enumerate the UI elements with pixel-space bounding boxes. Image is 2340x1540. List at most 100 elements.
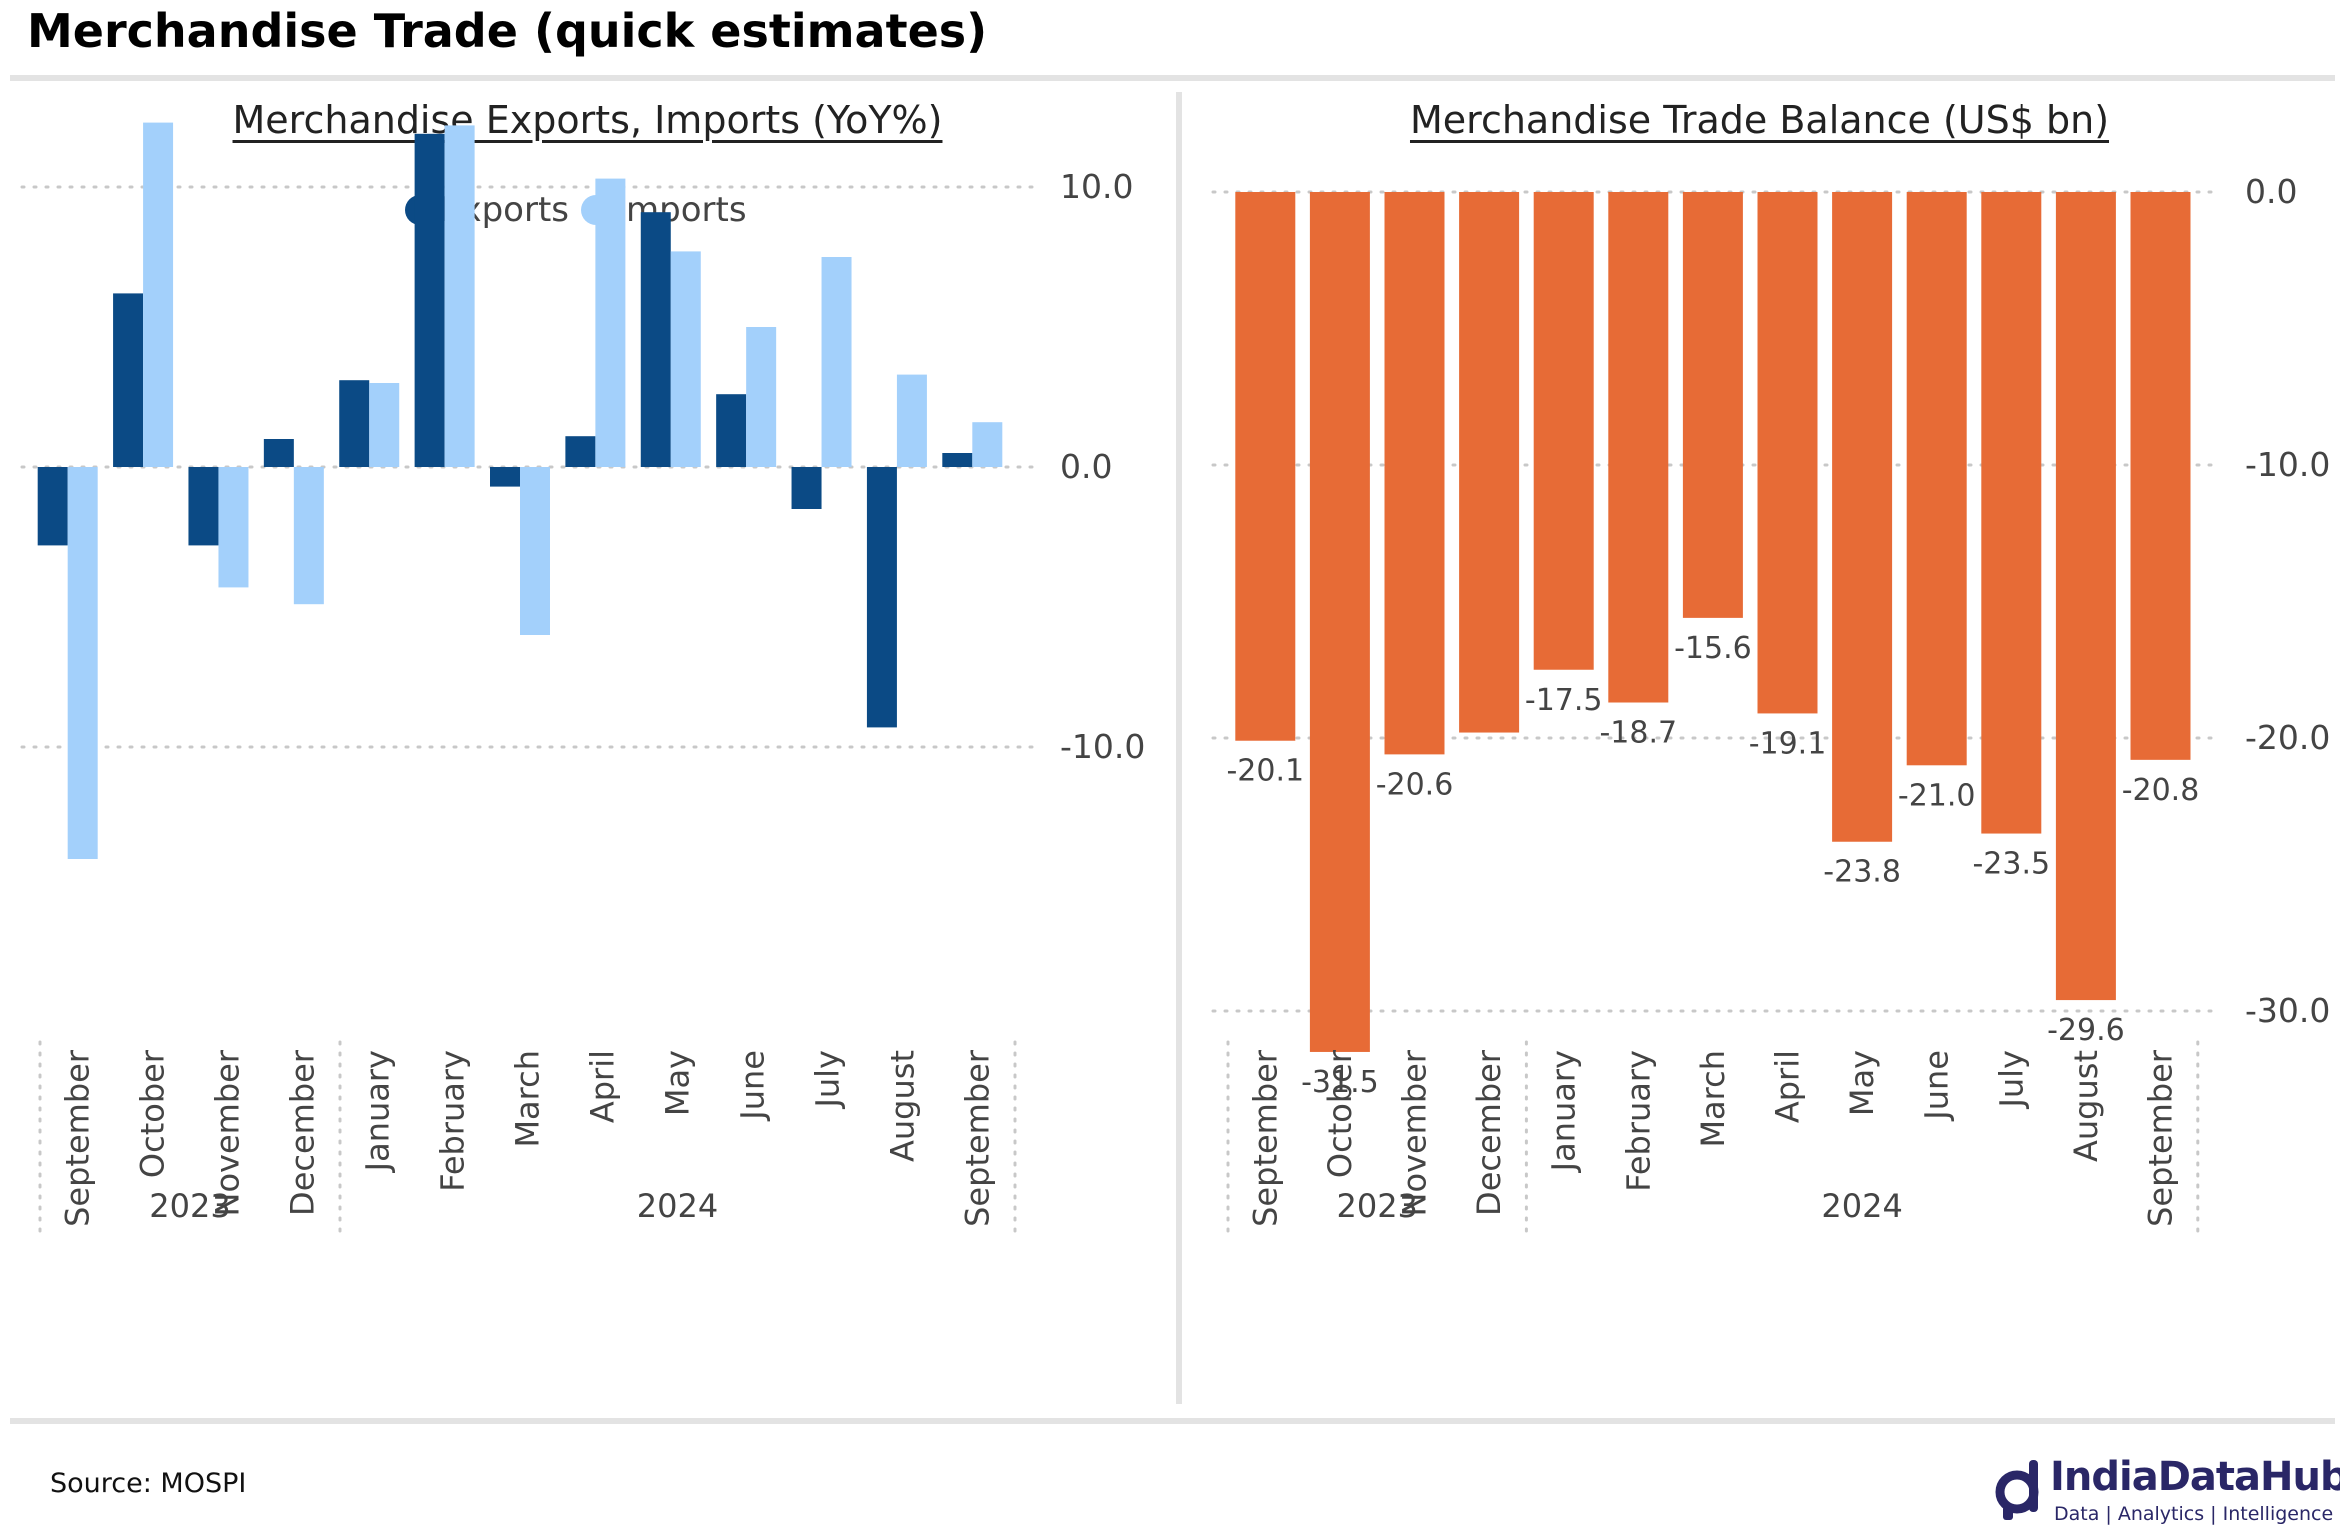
bar-exports [113, 293, 144, 467]
bar-trade-balance [2130, 192, 2191, 760]
exports-imports-chart-title: Merchandise Exports, Imports (YoY%) [232, 98, 943, 142]
bar-imports [746, 327, 777, 467]
category-tick-label: June [734, 1050, 772, 1122]
page-title: Merchandise Trade (quick estimates) [27, 4, 988, 58]
y-tick-label: -20.0 [2245, 718, 2330, 757]
category-tick-label: May [659, 1050, 697, 1116]
category-tick-label: March [1694, 1050, 1732, 1148]
data-label: -21.0 [1898, 778, 1976, 813]
y-tick-label: 0.0 [1060, 447, 1112, 486]
data-label: -20.6 [1376, 767, 1454, 802]
bar-imports [595, 178, 626, 467]
category-tick-label: April [1769, 1050, 1807, 1123]
category-tick-label: December [1470, 1049, 1508, 1216]
logo-name: IndiaDataHub [2050, 1454, 2340, 1500]
bar-trade-balance [1832, 192, 1893, 842]
category-tick-label: April [584, 1050, 622, 1123]
bar-trade-balance [1906, 192, 1967, 766]
category-tick-label: January [1545, 1050, 1583, 1173]
data-label: -29.6 [2047, 1013, 2125, 1048]
bar-exports [339, 380, 370, 467]
bar-trade-balance [1533, 192, 1594, 670]
logo-tagline: Data | Analytics | Intelligence [2054, 1503, 2334, 1525]
trade-balance-chart-title: Merchandise Trade Balance (US$ bn) [1409, 98, 2110, 142]
category-tick-label: January [359, 1050, 397, 1173]
bar-imports [444, 125, 475, 468]
bar-imports [143, 122, 174, 467]
trade-balance-chart: 0.0-10.0-20.0-30.0-20.1-31.5-20.6-17.5-1… [1211, 172, 2330, 1236]
bar-exports [942, 453, 973, 467]
bar-trade-balance [1459, 192, 1520, 733]
data-label: -19.1 [1749, 726, 1827, 761]
category-tick-label: November [1396, 1049, 1434, 1216]
bar-exports [37, 467, 68, 546]
y-tick-label: -30.0 [2245, 991, 2330, 1030]
bar-trade-balance [1608, 192, 1669, 703]
chart-divider [1176, 92, 1182, 1404]
indiadatahub-logo: IndiaDataHub Data | Analytics | Intellig… [1990, 1452, 2340, 1532]
year-group-label: 2023 [149, 1187, 230, 1225]
category-tick-label: November [209, 1049, 247, 1216]
bar-exports [716, 394, 747, 467]
footer-divider [10, 1418, 2335, 1424]
bar-exports [565, 436, 596, 467]
category-tick-label: May [1843, 1050, 1881, 1116]
data-label: -20.8 [2122, 773, 2200, 808]
category-tick-label: September [1246, 1049, 1284, 1227]
bar-trade-balance [2055, 192, 2116, 1001]
bar-imports [972, 422, 1003, 467]
data-label: -15.6 [1674, 631, 1752, 666]
year-group-label: 2024 [1821, 1187, 1902, 1225]
category-tick-label: July [809, 1050, 847, 1110]
bar-trade-balance [1981, 192, 2042, 834]
title-divider [10, 75, 2335, 81]
bar-trade-balance [1309, 192, 1370, 1052]
category-tick-label: August [884, 1050, 922, 1162]
y-tick-label: -10.0 [2245, 445, 2330, 484]
data-label: -23.5 [1972, 847, 2050, 882]
logo-mark-icon [1995, 1460, 2039, 1520]
bar-trade-balance [1682, 192, 1743, 618]
data-label: -20.1 [1226, 754, 1304, 789]
category-tick-label: September [59, 1049, 97, 1227]
data-label: -18.7 [1599, 716, 1677, 751]
source-note: Source: MOSPI [50, 1468, 247, 1499]
bar-imports [670, 251, 701, 467]
year-group-label: 2024 [637, 1187, 718, 1225]
category-tick-label: July [1992, 1050, 2030, 1110]
bar-trade-balance [1235, 192, 1296, 741]
data-label: -17.5 [1525, 683, 1603, 718]
bar-exports [188, 467, 219, 546]
bar-imports [67, 467, 98, 859]
category-tick-label: February [1619, 1050, 1657, 1192]
category-tick-label: September [2142, 1049, 2180, 1227]
legend-label-imports: Imports [616, 190, 747, 230]
bar-imports [218, 467, 249, 588]
bar-exports [263, 439, 294, 467]
bar-exports [640, 212, 671, 467]
y-tick-label: 0.0 [2245, 172, 2297, 211]
category-tick-label: June [1918, 1050, 1956, 1122]
y-tick-label: -10.0 [1060, 727, 1145, 766]
category-tick-label: December [284, 1049, 322, 1216]
data-label: -23.8 [1823, 855, 1901, 890]
bar-exports [490, 467, 520, 487]
category-tick-label: February [434, 1050, 472, 1192]
bar-trade-balance [1757, 192, 1818, 714]
bar-imports [520, 467, 550, 635]
bar-imports [293, 467, 324, 605]
bar-exports [791, 467, 822, 509]
category-tick-label: October [134, 1049, 172, 1178]
bar-imports [369, 383, 400, 467]
data-label: -31.5 [1301, 1065, 1379, 1100]
bar-trade-balance [1384, 192, 1445, 755]
y-tick-label: 10.0 [1060, 167, 1133, 206]
bar-exports [866, 467, 897, 728]
bar-imports [896, 374, 927, 467]
year-group-label: 2023 [1336, 1187, 1417, 1225]
bar-imports [821, 257, 852, 467]
category-tick-label: March [509, 1050, 547, 1148]
category-tick-label: September [959, 1049, 997, 1227]
bar-exports [414, 133, 445, 468]
